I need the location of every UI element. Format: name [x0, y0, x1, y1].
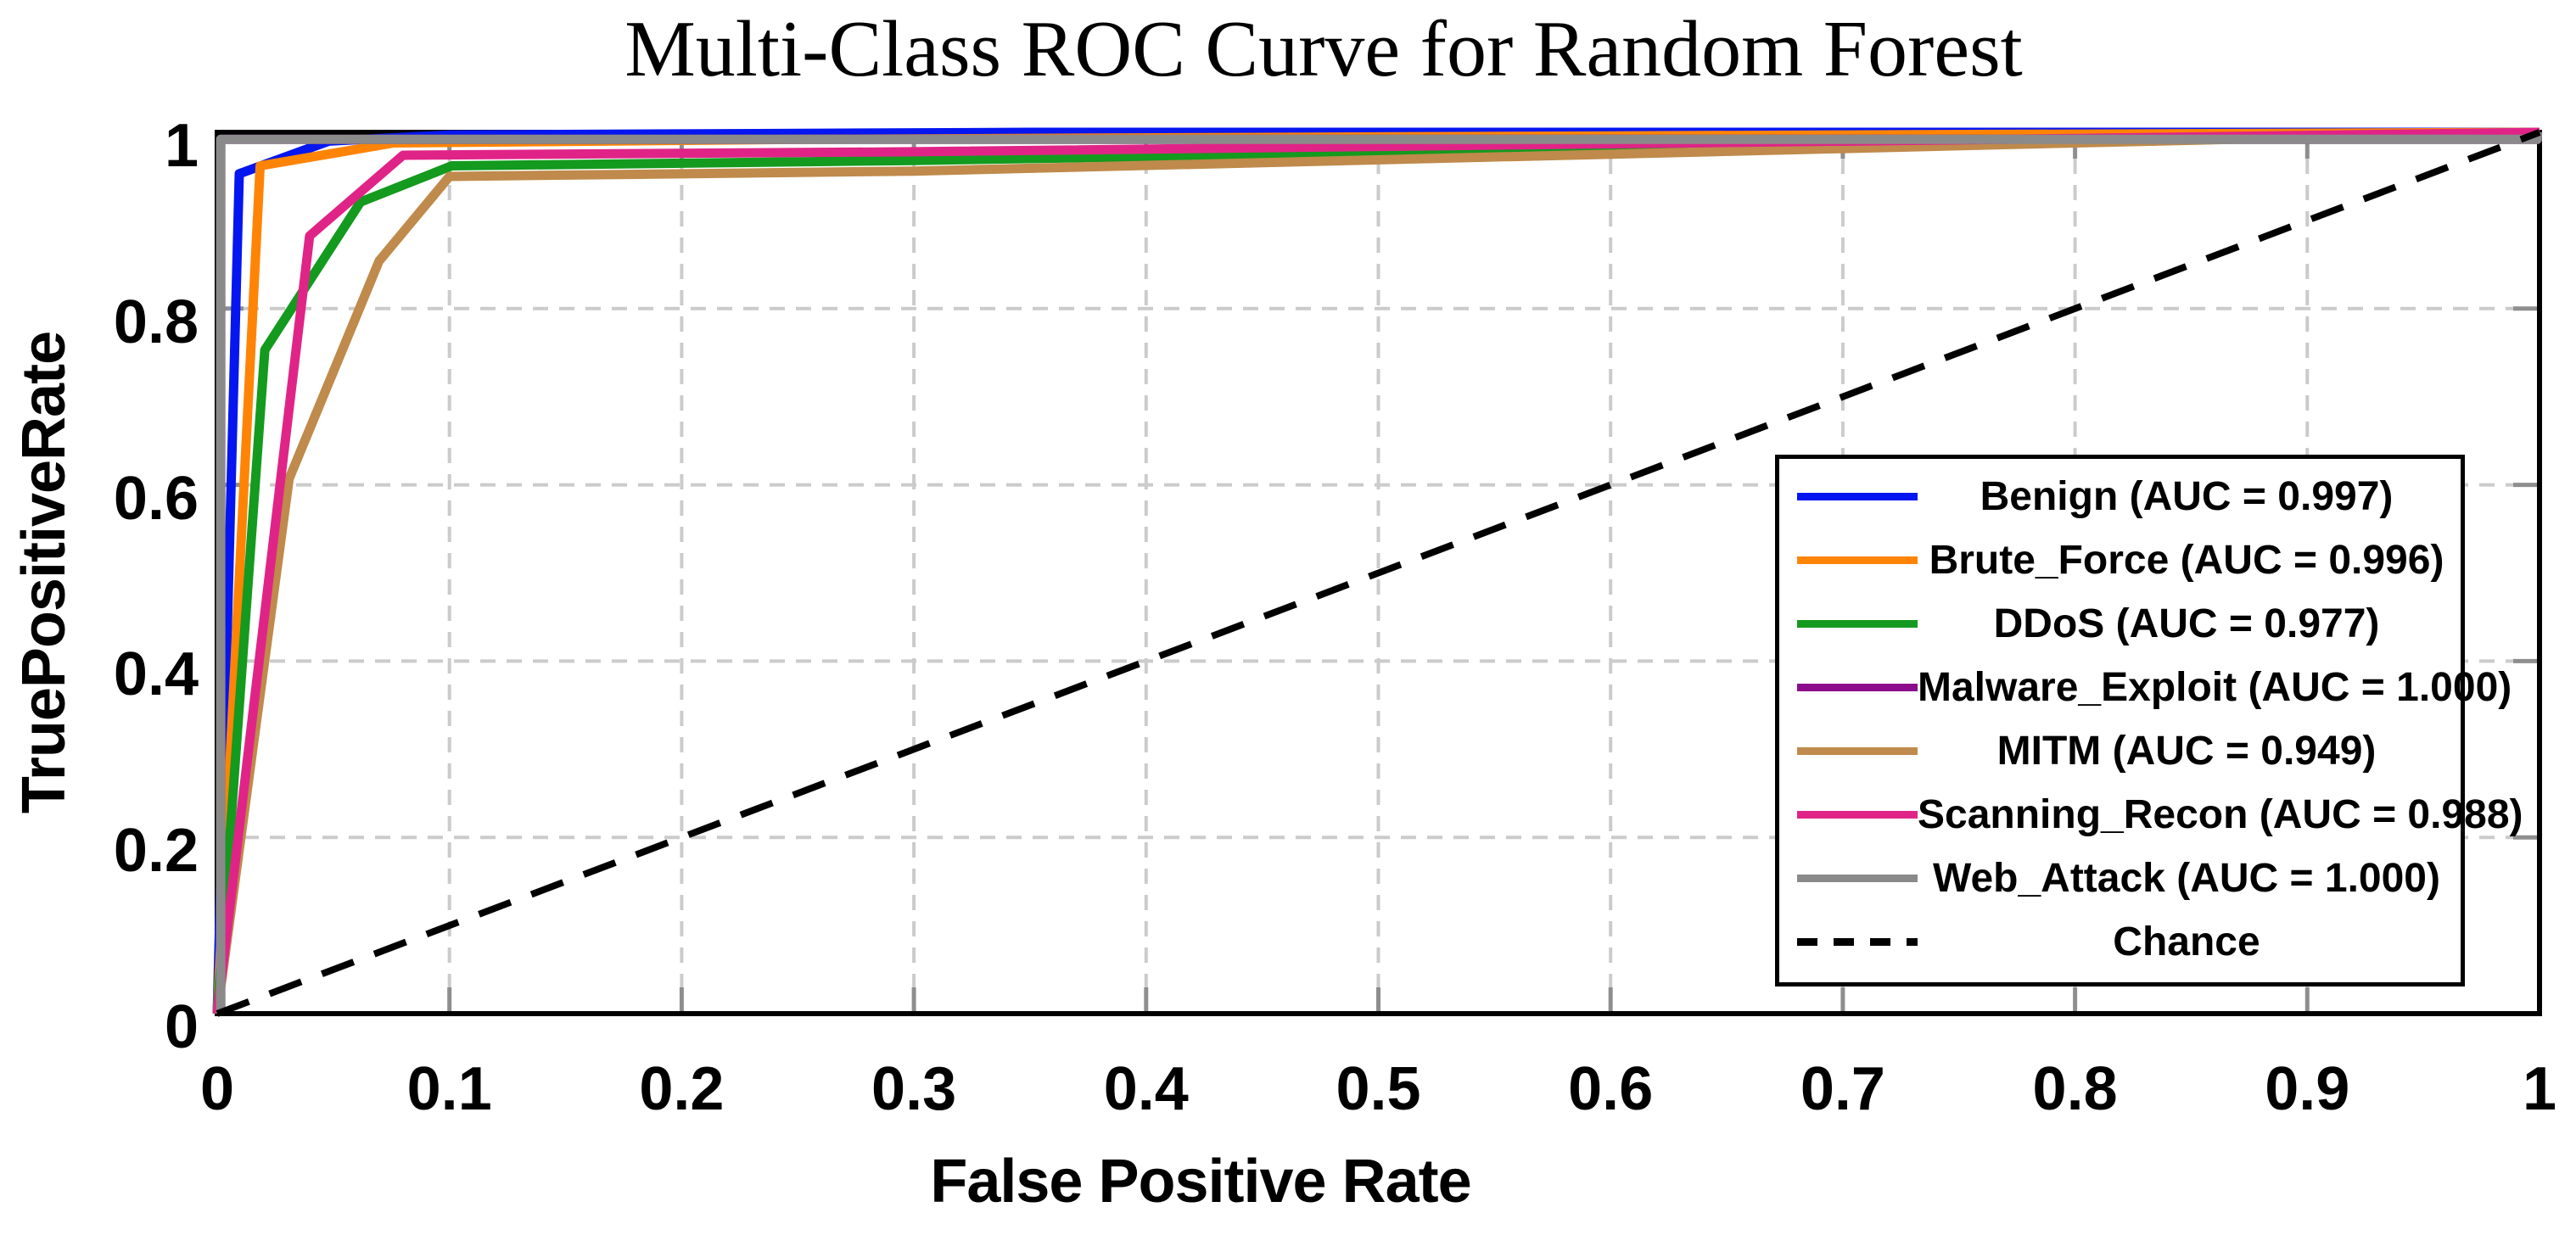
- legend-label-malware_exploit: Malware_Exploit (AUC = 1.000): [1918, 664, 2512, 710]
- x-tick-label: 1: [2522, 1055, 2557, 1123]
- legend-row-brute_force: Brute_Force (AUC = 0.996): [1779, 528, 2461, 592]
- legend-swatch-benign: [1797, 492, 1918, 500]
- legend-row-web_attack: Web_Attack (AUC = 1.000): [1779, 847, 2461, 910]
- legend-label-ddos: DDoS (AUC = 0.977): [1993, 601, 2380, 646]
- legend-swatch-chance: [1797, 937, 1918, 946]
- x-tick-label: 0.2: [639, 1055, 725, 1123]
- legend-label-benign: Benign (AUC = 0.997): [1980, 473, 2394, 519]
- y-axis-label: TruePositiveRate: [10, 331, 78, 814]
- legend-label-mitm: MITM (AUC = 0.949): [1996, 728, 2377, 774]
- y-tick-label: 0.4: [113, 640, 199, 709]
- legend-swatch-malware_exploit: [1797, 683, 1918, 691]
- legend-swatch-scanning_recon: [1797, 810, 1918, 819]
- x-tick-label: 0.9: [2265, 1055, 2350, 1123]
- x-tick-label: 0.5: [1336, 1055, 1421, 1123]
- x-axis-label: False Positive Rate: [930, 1148, 1471, 1216]
- y-tick-label: 0: [164, 993, 199, 1061]
- legend-swatch-web_attack: [1797, 874, 1918, 882]
- y-tick-label: 0.8: [113, 288, 199, 356]
- chart-title: Multi-Class ROC Curve for Random Forest: [624, 5, 2023, 93]
- x-tick-label: 0.1: [406, 1055, 492, 1123]
- y-tick-label: 0.6: [113, 464, 199, 533]
- x-tick-label: 0.8: [2032, 1055, 2118, 1123]
- legend-label-web_attack: Web_Attack (AUC = 1.000): [1933, 855, 2440, 901]
- legend-row-chance: Chance: [1779, 910, 2461, 974]
- x-tick-label: 0.6: [1568, 1055, 1654, 1123]
- x-tick-label: 0: [199, 1055, 235, 1123]
- legend-row-benign: Benign (AUC = 0.997): [1779, 465, 2461, 528]
- x-tick-label: 0.7: [1800, 1055, 1885, 1123]
- y-tick-label: 1: [164, 112, 199, 180]
- legend-label-chance: Chance: [2113, 919, 2260, 964]
- legend-swatch-ddos: [1797, 619, 1918, 628]
- legend-label-brute_force: Brute_Force (AUC = 0.996): [1929, 537, 2444, 583]
- x-tick-label: 0.3: [871, 1055, 957, 1123]
- roc-curve-chance: [216, 129, 2541, 1017]
- legend-row-ddos: DDoS (AUC = 0.977): [1779, 592, 2461, 656]
- legend-swatch-brute_force: [1797, 556, 1918, 564]
- legend-row-scanning_recon: Scanning_Recon (AUC = 0.988): [1779, 783, 2523, 847]
- legend-label-scanning_recon: Scanning_Recon (AUC = 0.988): [1918, 791, 2523, 837]
- legend-row-mitm: MITM (AUC = 0.949): [1779, 719, 2461, 783]
- x-tick-label: 0.4: [1103, 1055, 1189, 1123]
- legend: Benign (AUC = 0.997) Brute_Force (AUC = 0…: [1775, 455, 2523, 987]
- y-tick-label: 0.2: [113, 817, 199, 886]
- legend-row-malware_exploit: Malware_Exploit (AUC = 1.000): [1779, 656, 2512, 719]
- legend-swatch-mitm: [1797, 746, 1918, 755]
